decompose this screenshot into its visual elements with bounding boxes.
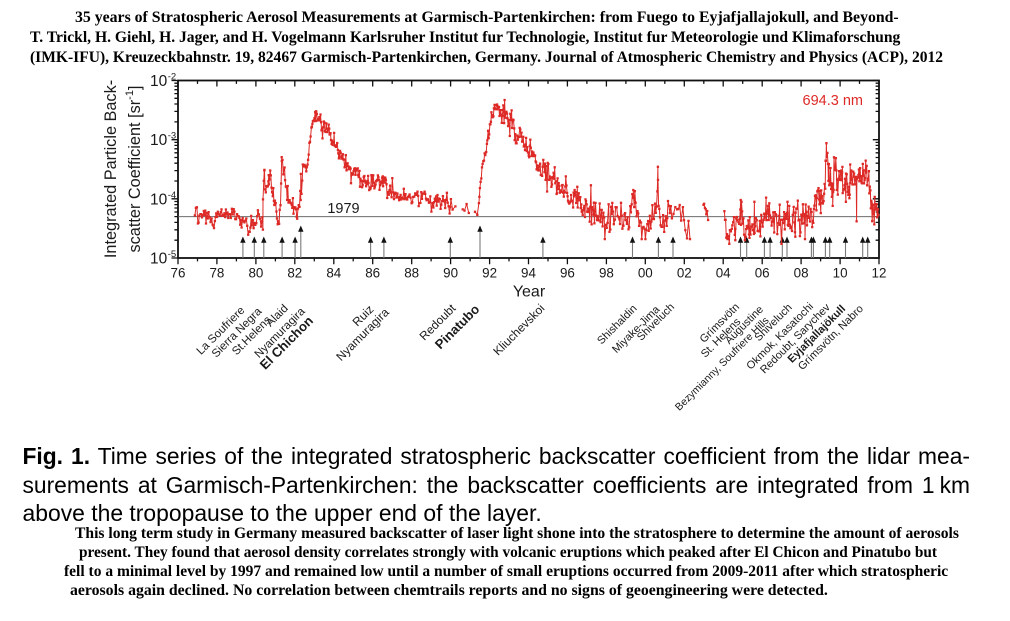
svg-text:78: 78: [209, 266, 224, 281]
svg-text:1979: 1979: [327, 201, 359, 217]
svg-text:82: 82: [287, 266, 302, 281]
svg-text:08: 08: [794, 266, 809, 281]
svg-text:10-4: 10-4: [150, 190, 176, 209]
svg-text:76: 76: [171, 266, 186, 281]
svg-text:10-3: 10-3: [150, 131, 176, 150]
svg-text:scatter Coefficient [sr-1]: scatter Coefficient [sr-1]: [124, 86, 144, 253]
svg-text:04: 04: [716, 266, 731, 281]
svg-text:12: 12: [872, 266, 887, 281]
svg-text:98: 98: [599, 266, 614, 281]
svg-text:96: 96: [560, 266, 575, 281]
svg-text:86: 86: [365, 266, 380, 281]
svg-text:80: 80: [248, 266, 263, 281]
svg-text:694.3 nm: 694.3 nm: [803, 93, 863, 109]
svg-text:02: 02: [677, 266, 692, 281]
svg-text:88: 88: [404, 266, 419, 281]
svg-text:06: 06: [755, 266, 770, 281]
svg-text:00: 00: [638, 266, 653, 281]
svg-text:Integrated Particle Back-: Integrated Particle Back-: [102, 80, 120, 258]
svg-text:90: 90: [443, 266, 458, 281]
svg-text:Kliuchevskoi: Kliuchevskoi: [490, 301, 547, 358]
svg-text:94: 94: [521, 266, 536, 281]
svg-text:10: 10: [833, 266, 848, 281]
svg-text:Year: Year: [513, 284, 546, 301]
svg-text:10-2: 10-2: [150, 72, 176, 91]
svg-text:84: 84: [326, 266, 341, 281]
svg-text:92: 92: [482, 266, 497, 281]
